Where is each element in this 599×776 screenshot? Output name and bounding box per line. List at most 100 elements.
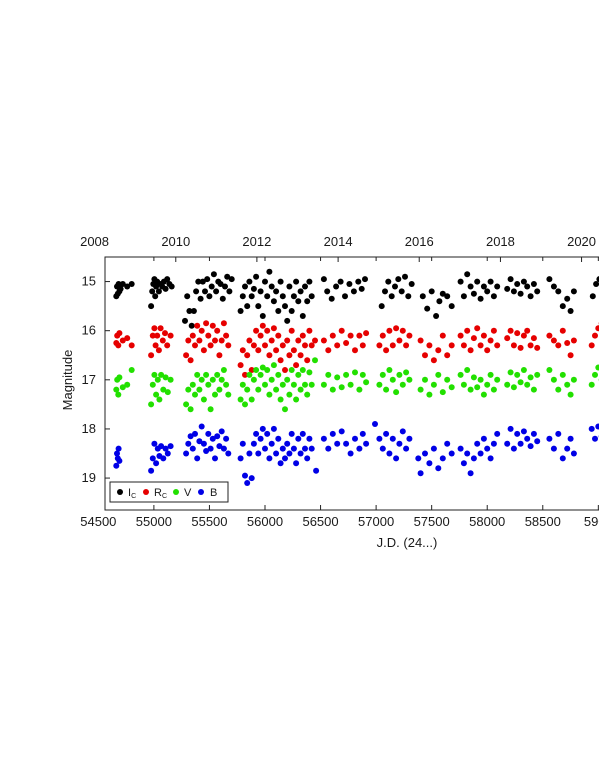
data-point-i-105 <box>439 290 446 297</box>
data-point-i-59 <box>266 268 273 275</box>
data-point-r-30 <box>209 322 216 329</box>
data-point-i-92 <box>385 278 392 285</box>
data-point-r-46 <box>255 347 262 354</box>
data-point-v-128 <box>567 391 574 398</box>
data-point-r-29 <box>207 342 214 349</box>
data-point-v-11 <box>154 376 161 383</box>
data-point-b-45 <box>257 435 264 442</box>
data-point-b-31 <box>216 443 223 450</box>
data-point-b-63 <box>297 450 304 457</box>
data-point-r-10 <box>152 342 159 349</box>
data-point-b-84 <box>383 430 390 437</box>
data-point-v-93 <box>417 386 424 393</box>
data-point-i-16 <box>155 288 162 295</box>
data-point-v-110 <box>487 371 494 378</box>
data-point-r-88 <box>393 325 400 332</box>
data-point-r-62 <box>290 347 297 354</box>
data-point-i-126 <box>524 283 531 290</box>
data-point-r-100 <box>448 342 455 349</box>
data-point-v-125 <box>555 386 562 393</box>
data-point-b-41 <box>248 475 255 482</box>
data-point-i-118 <box>490 293 497 300</box>
data-point-i-42 <box>222 283 228 290</box>
data-point-b-91 <box>406 435 413 442</box>
data-point-b-60 <box>290 445 297 452</box>
x-axis-title: J.D. (24...) <box>377 535 438 550</box>
data-point-r-79 <box>352 347 358 354</box>
data-point-i-108 <box>457 278 464 285</box>
data-point-b-75 <box>343 440 350 447</box>
data-point-v-5 <box>124 381 131 388</box>
data-point-b-35 <box>225 450 232 457</box>
data-point-b-3 <box>115 445 122 452</box>
data-point-v-3 <box>116 374 123 381</box>
data-point-i-55 <box>257 288 264 295</box>
data-point-r-48 <box>259 322 266 329</box>
data-point-i-130 <box>546 276 553 283</box>
data-point-v-25 <box>198 376 205 383</box>
data-point-b-94 <box>422 450 428 457</box>
data-point-b-8 <box>153 460 160 467</box>
data-point-r-75 <box>334 342 341 349</box>
data-point-i-78 <box>308 293 315 300</box>
data-point-b-103 <box>464 450 471 457</box>
data-point-b-43 <box>253 430 260 437</box>
data-point-i-89 <box>362 276 368 283</box>
data-point-i-112 <box>470 290 477 297</box>
data-point-r-110 <box>487 337 494 344</box>
data-point-r-21 <box>189 332 196 339</box>
data-point-b-44 <box>255 450 262 457</box>
data-point-b-124 <box>550 445 557 452</box>
data-point-v-118 <box>520 367 527 373</box>
data-point-v-43 <box>248 396 255 403</box>
data-point-v-69 <box>306 369 313 376</box>
data-point-v-35 <box>220 367 227 373</box>
data-point-v-37 <box>225 391 232 398</box>
data-point-v-10 <box>153 391 160 398</box>
data-point-b-125 <box>555 430 562 437</box>
data-point-v-0 <box>113 386 120 393</box>
data-point-v-36 <box>223 381 230 388</box>
data-point-b-102 <box>460 460 467 467</box>
data-point-r-122 <box>534 344 541 351</box>
data-point-i-138 <box>593 281 599 287</box>
legend-label-r-sub: C <box>162 493 167 500</box>
data-point-i-34 <box>204 276 211 283</box>
data-point-v-130 <box>588 381 595 388</box>
data-point-b-101 <box>457 445 464 452</box>
data-point-i-119 <box>494 283 501 290</box>
x-tick-label-3: 56000 <box>247 514 283 529</box>
data-point-b-17 <box>185 440 192 447</box>
data-point-v-122 <box>534 371 541 378</box>
data-point-i-70 <box>290 293 297 300</box>
data-point-r-64 <box>295 337 302 344</box>
data-point-r-25 <box>198 327 205 334</box>
data-point-i-93 <box>388 293 395 300</box>
data-point-i-117 <box>487 278 494 285</box>
data-point-v-26 <box>200 396 207 403</box>
top-tick-label-6: 2020 <box>567 234 596 249</box>
data-point-r-45 <box>253 327 260 334</box>
data-point-i-40 <box>217 281 224 287</box>
data-point-v-73 <box>325 371 332 378</box>
data-point-r-60 <box>286 352 293 359</box>
data-point-v-90 <box>399 381 406 388</box>
data-point-v-40 <box>242 401 248 408</box>
data-point-r-19 <box>185 337 192 344</box>
data-point-b-110 <box>487 455 494 462</box>
data-point-i-139 <box>596 276 599 283</box>
data-point-i-129 <box>534 288 541 295</box>
data-point-b-54 <box>277 460 284 467</box>
data-point-r-44 <box>250 342 257 349</box>
data-point-i-57 <box>262 278 268 285</box>
data-point-r-37 <box>225 342 232 349</box>
data-point-i-137 <box>589 293 596 300</box>
data-point-r-107 <box>477 342 484 349</box>
data-point-i-91 <box>382 288 388 295</box>
data-point-b-93 <box>417 470 424 477</box>
data-point-i-44 <box>226 288 233 295</box>
data-point-b-112 <box>494 430 501 437</box>
data-point-v-111 <box>490 386 497 393</box>
data-point-v-7 <box>148 401 155 408</box>
data-point-i-10 <box>149 288 156 295</box>
